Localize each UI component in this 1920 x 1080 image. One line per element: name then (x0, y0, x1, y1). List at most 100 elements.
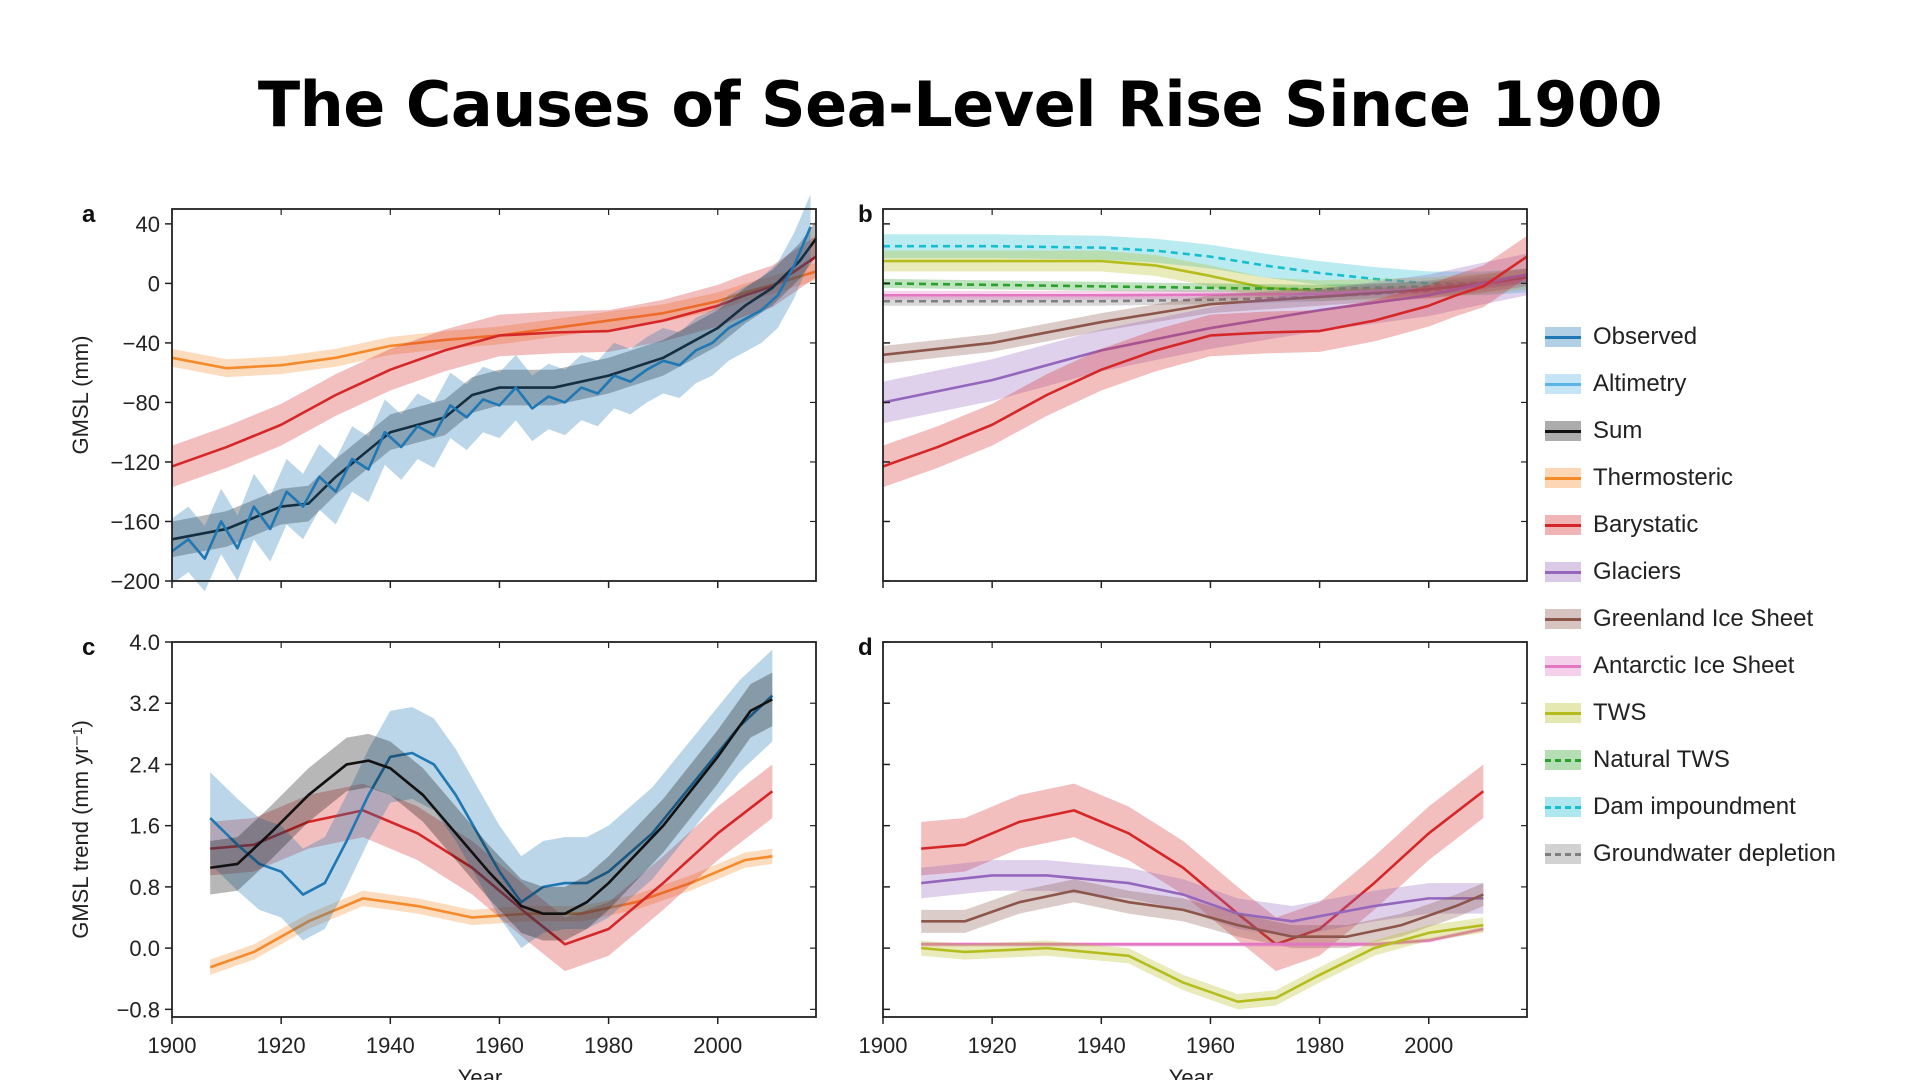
panel-frame-d (882, 641, 1528, 1018)
y-tick-label: 0.8 (129, 875, 160, 900)
series-sum-c (210, 698, 773, 915)
x-axis-label: Year (458, 1065, 502, 1080)
series-thermosteric-c (209, 854, 773, 969)
legend-item-altimetry: Altimetry (1545, 360, 1836, 407)
series-tws-d (921, 923, 1484, 1003)
y-tick-label: −80 (123, 390, 160, 415)
series-glaciers-d (921, 874, 1484, 923)
legend-label: Barystatic (1593, 510, 1699, 538)
x-tick-label: 1920 (968, 1033, 1017, 1058)
band-glaciers-b (883, 253, 1527, 424)
panel-frame-b (882, 208, 1528, 582)
band-dam-b (883, 234, 1527, 296)
legend-swatch (1545, 325, 1581, 349)
panel-b: b (858, 201, 1528, 588)
y-tick-label: 4.0 (129, 630, 160, 655)
legend-label: Greenland Ice Sheet (1593, 604, 1814, 632)
panel-frame-c (171, 641, 817, 1018)
legend-item-tws: TWS (1545, 689, 1836, 736)
series-barystatic-a (171, 255, 817, 468)
series-antarctic-d (921, 927, 1484, 946)
legend-item-thermosteric: Thermosteric (1545, 454, 1836, 501)
series-observed-a (171, 226, 812, 560)
band-thermosteric-a (172, 262, 816, 378)
band-barystatic-a (172, 235, 816, 488)
legend-item-greenland: Greenland Ice Sheet (1545, 595, 1836, 642)
legend-swatch (1545, 607, 1581, 631)
series-dam-b (883, 244, 1528, 285)
series-observed-c (209, 694, 774, 904)
panel-d: 1900 1920 1940 1960 1980 2000 Year d (858, 634, 1528, 1080)
panel-a: 40 0 −40 −80 −120 −160 −200 GMSL (mm) a (68, 194, 818, 594)
panel-c: 4.0 3.2 2.4 1.6 0.8 0.0 −0.8 1900 1920 1940 1960 19… (68, 630, 817, 1080)
legend-item-sum: Sum (1545, 407, 1836, 454)
y-tick-label: 1.6 (129, 814, 160, 839)
panel-label-a: a (82, 201, 96, 228)
legend-label: Dam impoundment (1593, 792, 1796, 820)
x-tick-label: 2000 (693, 1033, 742, 1058)
series-barystatic-b (882, 255, 1528, 468)
legend-swatch (1545, 842, 1581, 866)
legend-item-antarctic: Antarctic Ice Sheet (1545, 642, 1836, 689)
legend-label: Groundwater depletion (1593, 839, 1836, 867)
band-tws-d (921, 917, 1484, 1010)
band-barystatic-b (883, 235, 1527, 488)
legend-item-dam: Dam impoundment (1545, 783, 1836, 830)
x-tick-label: 1900 (148, 1033, 197, 1058)
band-sum-c (210, 672, 773, 941)
y-tick-label: 40 (136, 212, 160, 237)
series-thermosteric-a (171, 270, 817, 370)
panel-frame-a (171, 208, 817, 582)
y-axis-label: GMSL trend (mm yr⁻¹) (68, 720, 93, 939)
chart-title: The Causes of Sea-Level Rise Since 1900 (257, 68, 1663, 141)
series-barystatic-d (921, 790, 1485, 946)
legend-label: Sum (1593, 416, 1643, 444)
x-tick-label: 1980 (1295, 1033, 1344, 1058)
legend-swatch (1545, 748, 1581, 772)
legend-label: Natural TWS (1593, 745, 1730, 773)
legend-swatch (1545, 560, 1581, 584)
x-tick-label: 1940 (366, 1033, 415, 1058)
band-observed-c (210, 649, 773, 949)
band-barystatic-d (921, 764, 1484, 972)
legend-swatch (1545, 513, 1581, 537)
legend-swatch (1545, 419, 1581, 443)
legend: Observed Altimetry Sum Thermosteric Barystat… (1545, 313, 1836, 877)
panel-label-c: c (82, 634, 95, 661)
x-tick-label: 1960 (475, 1033, 524, 1058)
panel-label-d: d (858, 634, 873, 661)
legend-label: Observed (1593, 322, 1698, 350)
legend-swatch (1545, 654, 1581, 678)
legend-item-observed: Observed (1545, 313, 1836, 360)
y-tick-label: 2.4 (129, 752, 160, 777)
band-greenland-d (921, 879, 1484, 949)
series-greenland-d (921, 889, 1484, 938)
series-barystatic-c (210, 790, 774, 946)
y-tick-label: −120 (110, 450, 160, 475)
series-glaciers-b (882, 273, 1528, 404)
legend-swatch (1545, 466, 1581, 490)
x-tick-label: 1980 (584, 1033, 633, 1058)
x-tick-label: 1920 (257, 1033, 306, 1058)
band-barystatic-c (210, 764, 773, 972)
legend-label: Antarctic Ice Sheet (1593, 651, 1795, 679)
band-glaciers-d (921, 860, 1484, 937)
legend-swatch (1545, 701, 1581, 725)
x-tick-label: 1940 (1077, 1033, 1126, 1058)
legend-label: TWS (1593, 698, 1647, 726)
y-tick-label: 0.0 (129, 936, 160, 961)
band-thermosteric-c (210, 848, 773, 975)
legend-label: Thermosteric (1593, 463, 1734, 491)
legend-label: Altimetry (1593, 369, 1687, 397)
y-tick-label: −0.8 (117, 997, 160, 1022)
legend-item-groundwater: Groundwater depletion (1545, 830, 1836, 877)
series-natural_tws-b (882, 277, 1528, 291)
legend-swatch (1545, 372, 1581, 396)
y-tick-label: −200 (110, 569, 160, 594)
legend-swatch (1545, 795, 1581, 819)
y-axis-label: GMSL (mm) (68, 336, 93, 455)
x-tick-label: 1960 (1186, 1033, 1235, 1058)
y-tick-label: −160 (110, 509, 160, 534)
y-tick-label: 0 (148, 271, 160, 296)
